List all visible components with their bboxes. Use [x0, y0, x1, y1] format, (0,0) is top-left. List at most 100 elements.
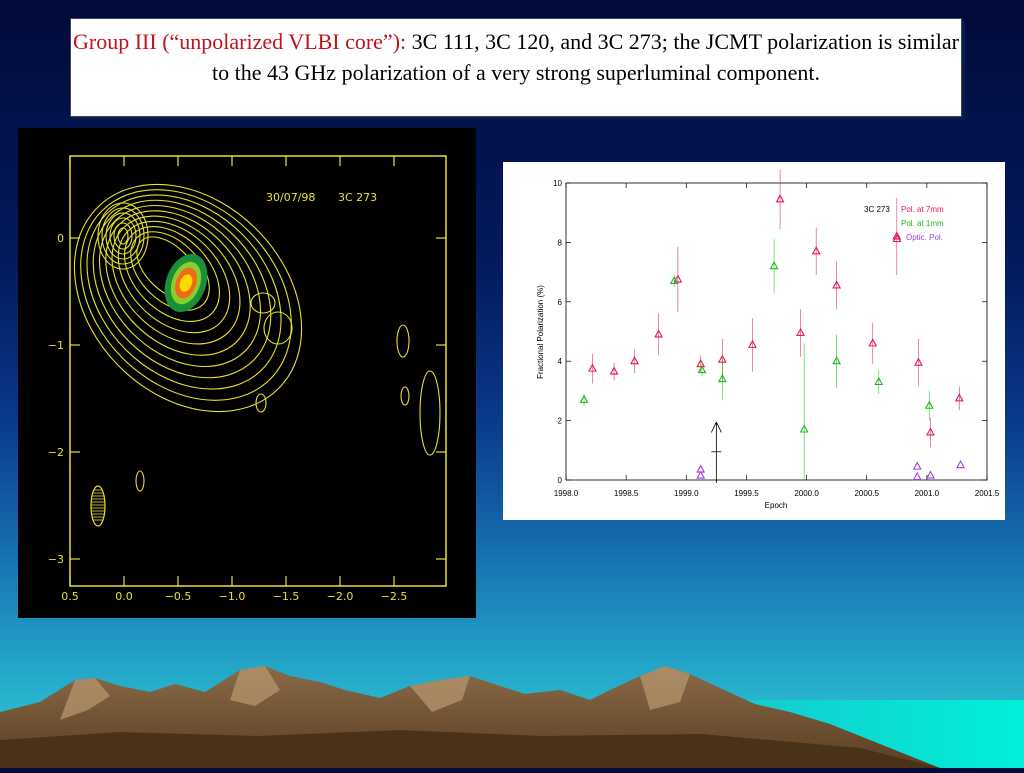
chart-y-tick-label: 4	[558, 357, 563, 366]
chart-x-tick-label: 2001.0	[915, 489, 940, 498]
data-point-triangle	[924, 400, 934, 409]
data-point-triangle	[796, 327, 805, 337]
map-x-tick-label: −1.0	[219, 590, 246, 603]
data-point-triangle	[673, 274, 683, 283]
contour-ring	[97, 202, 149, 270]
chart-y-tick-label: 8	[558, 238, 563, 247]
data-point-triangle	[775, 194, 785, 203]
data-point-triangle	[609, 366, 619, 375]
contour-blob	[135, 470, 145, 492]
data-point-triangle	[832, 280, 842, 289]
data-point-triangle	[954, 393, 964, 402]
map-y-tick-label: −2	[48, 446, 64, 459]
contour-ring	[117, 227, 129, 245]
data-point-triangle	[696, 359, 706, 368]
series-2	[696, 459, 965, 481]
mountain-landscape	[0, 640, 1024, 768]
data-point-triangle	[630, 356, 639, 365]
chart-x-tick-label: 1999.0	[674, 489, 699, 498]
map-y-tick-label: −3	[48, 553, 64, 566]
contour-ring	[92, 199, 272, 379]
data-point-triangle	[769, 260, 779, 270]
chart-y-tick-label: 6	[558, 298, 563, 307]
contour-ring	[80, 189, 292, 401]
data-point-triangle	[874, 376, 884, 386]
contour-ring	[113, 222, 133, 250]
map-x-tick-label: −1.5	[273, 590, 300, 603]
data-point-triangle	[748, 339, 757, 348]
series-0	[588, 169, 964, 448]
data-point-triangle	[696, 470, 706, 479]
title-group-label: Group III (“unpolarized VLBI core”):	[73, 29, 407, 54]
epoch-arrow-icon	[710, 421, 722, 483]
arrow-head	[715, 421, 722, 433]
polarization-chart: 1998.0 1998.5 1999.0 1999.5 2000.0 2000.5 2001…	[503, 162, 1005, 520]
contour-blob	[250, 292, 276, 314]
map-y-tick-label: 0	[57, 232, 64, 245]
slide-title: Group III (“unpolarized VLBI core”): 3C …	[70, 18, 962, 117]
contour-blob	[419, 370, 441, 456]
map-y-tick-label: −1	[48, 339, 64, 352]
contour-blob	[255, 393, 267, 413]
chart-x-tick-label: 1998.0	[554, 489, 579, 498]
contour-lines	[73, 183, 441, 492]
series-1	[579, 239, 934, 480]
x-axis-label: Epoch	[765, 501, 788, 510]
data-point-triangle	[579, 394, 589, 403]
data-point-triangle	[811, 246, 821, 255]
map-x-tick-label: 0.5	[61, 590, 79, 603]
contour-blob	[396, 324, 410, 358]
beam-ellipse	[90, 485, 106, 527]
legend-entry: Optic. Pol.	[906, 233, 943, 242]
data-point-triangle	[868, 338, 878, 347]
data-point-triangle	[914, 357, 923, 366]
data-point-triangle	[588, 363, 597, 372]
map-x-tick-label: −0.5	[165, 590, 192, 603]
core-intensity	[164, 253, 208, 313]
chart-x-tick-label: 1998.5	[614, 489, 639, 498]
data-point-triangle	[654, 329, 664, 338]
chart-x-tick-label: 2001.5	[975, 489, 1000, 498]
data-point-triangle	[926, 427, 935, 436]
data-point-triangle	[697, 364, 707, 374]
arrow-head	[710, 421, 717, 433]
contour-ring	[109, 217, 137, 255]
chart-x-tick-label: 2000.0	[794, 489, 819, 498]
contour-blob	[400, 386, 410, 406]
map-frame	[69, 155, 447, 587]
chart-x-tick-label: 1999.5	[734, 489, 759, 498]
contour-ring	[101, 207, 145, 265]
data-point-triangle	[669, 275, 679, 285]
vlbi-contour-map: 0.5 0.0 −0.5 −1.0 −1.5 −2.0 −2.5 0 −1 −2 −3 30/07/…	[18, 128, 476, 618]
chart-x-tick-label: 2000.5	[854, 489, 879, 498]
data-point-triangle	[892, 231, 902, 240]
legend-marker	[892, 233, 902, 243]
legend-entry: Pol. at 7mm	[901, 205, 944, 214]
data-point-triangle	[926, 470, 935, 479]
contour-ring	[105, 212, 141, 260]
contour-ring	[117, 220, 231, 334]
map-x-tick-label: 0.0	[115, 590, 133, 603]
contour-ring	[98, 204, 262, 368]
map-x-tick-label: −2.0	[327, 590, 354, 603]
legend-title: 3C 273	[864, 205, 890, 214]
data-point-triangle	[912, 461, 922, 470]
title-description: 3C 111, 3C 120, and 3C 273; the JCMT pol…	[212, 29, 959, 85]
chart-y-tick-label: 10	[553, 179, 562, 188]
chart-y-tick-label: 0	[558, 476, 563, 485]
legend-entry: Pol. at 1mm	[901, 219, 944, 228]
map-date-label: 30/07/98	[266, 191, 315, 204]
data-point-triangle	[717, 373, 727, 383]
data-point-triangle	[799, 424, 809, 433]
map-x-tick-label: −2.5	[381, 590, 408, 603]
plot-frame	[565, 182, 988, 481]
contour-ring	[130, 231, 210, 311]
data-point-triangle	[912, 471, 922, 481]
contour-blob	[263, 311, 293, 345]
contour-ring	[86, 194, 282, 390]
chart-y-tick-label: 2	[558, 417, 563, 426]
contour-ring	[73, 183, 303, 413]
data-point-triangle	[956, 459, 965, 469]
data-point-triangle	[832, 356, 842, 365]
map-source-label: 3C 273	[338, 191, 377, 204]
